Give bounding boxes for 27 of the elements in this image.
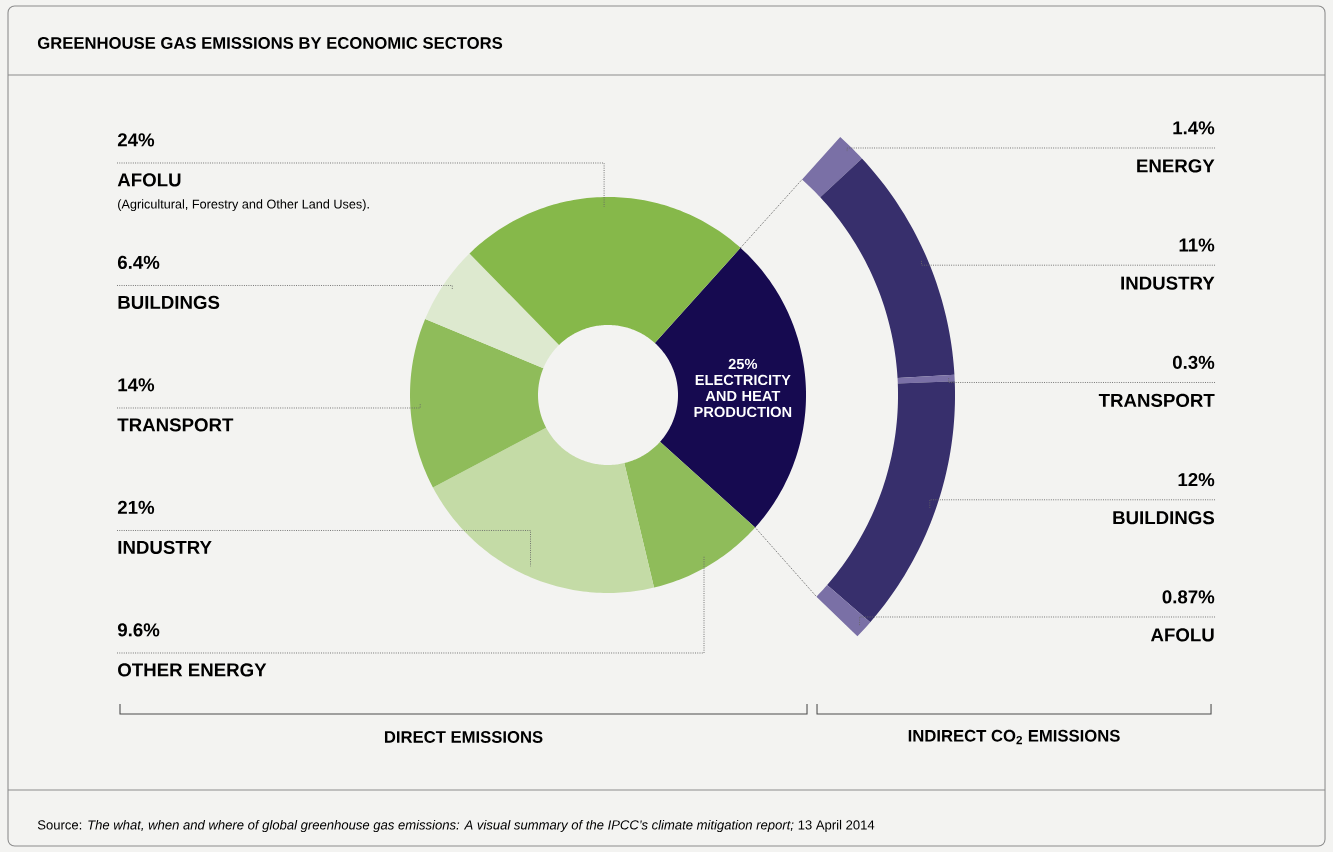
data-label: 25% (728, 358, 758, 370)
slice-label: BUILDINGS (1113, 511, 1215, 525)
data-label: 6.4% (117, 255, 160, 269)
data-label: 11% (1179, 238, 1215, 252)
chart-title: GREENHOUSE GAS EMISSIONS BY ECONOMIC SECTORS (37, 37, 503, 49)
text: (Agricultural, Forestry and Other Land Uses). (118, 199, 369, 212)
slice-label: INDUSTRY (118, 540, 212, 554)
text: INDIRECT CO$_{2}$ EMISSIONS (908, 729, 1120, 745)
data-label: 9.6% (117, 623, 160, 637)
slice-label: ELECTRICITY AND HEAT PRODUCTION (694, 374, 792, 418)
data-label: 0.3% (1172, 355, 1215, 369)
slice-label: AFOLU (117, 173, 181, 187)
data-label: 12% (1178, 473, 1215, 487)
slice-label: OTHER ENERGY (118, 663, 267, 677)
data-label: 21% (117, 500, 155, 514)
source-note: Source: The what, when and where of global greenhouse gas emissions: A visual summary of the IPCC’s climate mitigation report; 13 April 2014 (37, 819, 875, 833)
slice-label: ENERGY (1137, 159, 1215, 173)
data-label: 1.4% (1173, 121, 1215, 135)
slice-label: BUILDINGS (118, 295, 220, 309)
slice-label: INDUSTRY (1121, 276, 1215, 290)
slice-label: TRANSPORT (117, 418, 234, 432)
slice-label: AFOLU (1150, 628, 1214, 642)
data-label: 0.87% (1162, 590, 1215, 604)
slice-label: TRANSPORT (1098, 393, 1215, 407)
data-label: 14% (118, 378, 155, 392)
text: DIRECT EMISSIONS (384, 731, 543, 743)
data-label: 24% (117, 133, 155, 147)
